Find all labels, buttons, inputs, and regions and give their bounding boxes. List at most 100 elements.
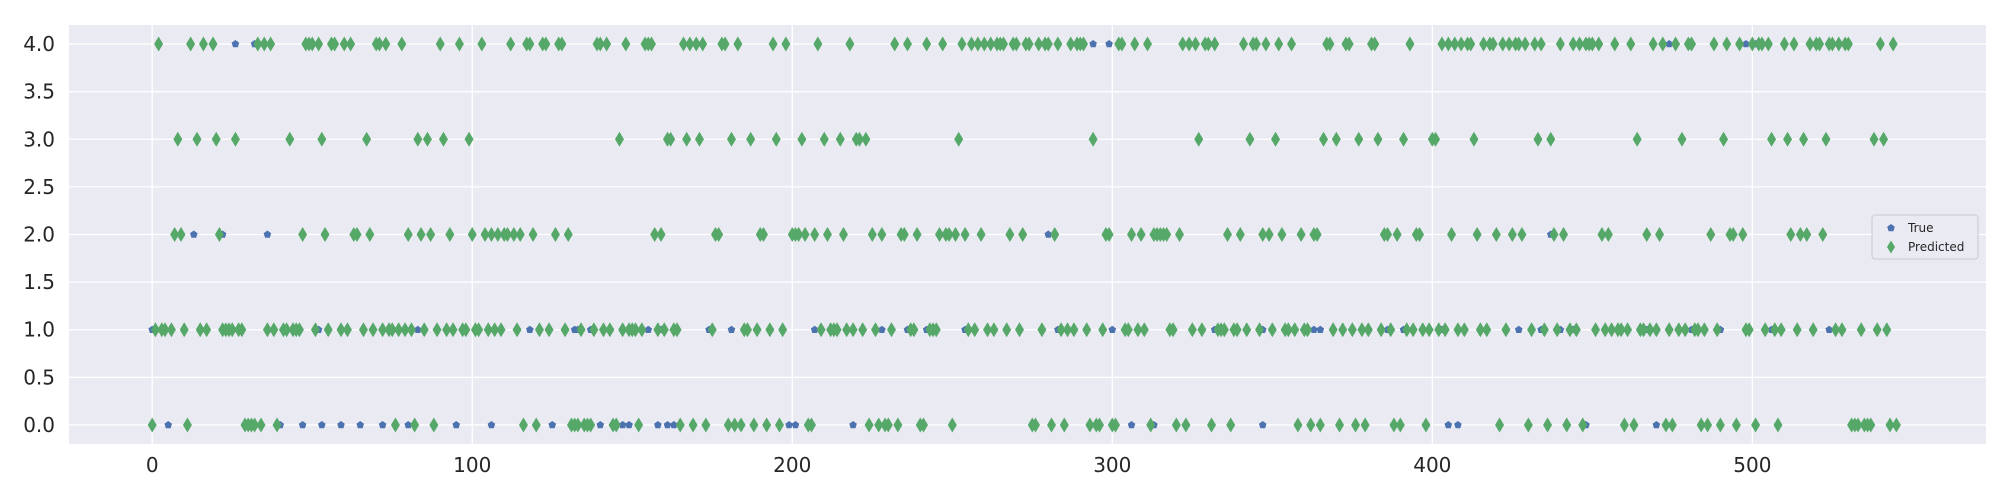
predicted-point bbox=[816, 322, 826, 338]
predicted-point bbox=[1136, 227, 1146, 242]
true-point bbox=[1454, 421, 1462, 429]
predicted-point bbox=[1555, 36, 1565, 52]
predicted-point bbox=[378, 322, 388, 338]
predicted-point bbox=[512, 322, 522, 338]
predicted-point bbox=[1447, 227, 1457, 242]
predicted-point bbox=[307, 36, 317, 52]
predicted-point bbox=[368, 322, 378, 338]
predicted-point bbox=[1197, 322, 1207, 338]
predicted-point bbox=[493, 227, 503, 242]
predicted-point bbox=[848, 322, 858, 338]
predicted-point bbox=[1293, 417, 1303, 433]
predicted-point bbox=[1712, 322, 1722, 338]
predicted-point bbox=[691, 36, 701, 52]
predicted-point bbox=[694, 131, 704, 147]
predicted-point bbox=[1437, 36, 1447, 52]
predicted-point bbox=[1687, 36, 1697, 52]
predicted-point bbox=[1271, 131, 1281, 147]
predicted-point bbox=[1344, 36, 1354, 52]
predicted-point bbox=[214, 227, 224, 242]
predicted-point bbox=[1517, 227, 1527, 242]
true-point bbox=[263, 230, 272, 238]
true-point bbox=[414, 325, 422, 333]
y-tick-label: 3.5 bbox=[23, 80, 55, 104]
predicted-point bbox=[944, 227, 954, 242]
true-point bbox=[1089, 40, 1097, 48]
predicted-point bbox=[797, 131, 807, 147]
legend-box bbox=[1871, 214, 1979, 260]
predicted-point bbox=[1498, 36, 1508, 52]
predicted-point bbox=[742, 322, 752, 338]
true-point bbox=[487, 421, 496, 429]
predicted-point bbox=[800, 227, 810, 242]
predicted-point bbox=[1744, 322, 1754, 338]
predicted-point bbox=[774, 417, 784, 433]
predicted-point bbox=[877, 227, 887, 242]
predicted-point bbox=[1415, 227, 1425, 242]
true-point bbox=[337, 421, 345, 429]
predicted-point bbox=[1792, 322, 1802, 338]
x-tick-label: 100 bbox=[453, 453, 491, 477]
predicted-point bbox=[314, 36, 324, 52]
true-point bbox=[548, 421, 557, 429]
predicted-point bbox=[1482, 322, 1492, 338]
predicted-point bbox=[1543, 417, 1553, 433]
predicted-point bbox=[147, 417, 157, 433]
predicted-point bbox=[1402, 322, 1412, 338]
y-tick-label: 3.0 bbox=[23, 127, 55, 151]
predicted-point bbox=[387, 322, 397, 338]
predicted-point bbox=[1546, 131, 1556, 147]
predicted-point bbox=[266, 36, 276, 52]
predicted-point bbox=[1296, 227, 1306, 242]
predicted-point bbox=[634, 417, 644, 433]
predicted-point bbox=[1037, 322, 1047, 338]
predicted-point bbox=[845, 36, 855, 52]
predicted-point bbox=[1127, 227, 1137, 242]
predicted-point bbox=[1677, 131, 1687, 147]
predicted-point bbox=[1315, 417, 1325, 433]
y-tick-label: 1.0 bbox=[23, 318, 55, 342]
y-tick-label: 4.0 bbox=[23, 32, 55, 56]
true-point bbox=[526, 325, 534, 333]
predicted-point bbox=[701, 417, 711, 433]
predicted-point bbox=[544, 322, 554, 338]
true-point bbox=[670, 421, 678, 429]
predicted-point bbox=[1523, 417, 1533, 433]
predicted-point bbox=[1815, 36, 1825, 52]
predicted-point bbox=[1869, 131, 1879, 147]
predicted-point bbox=[1799, 131, 1809, 147]
predicted-point bbox=[1571, 322, 1581, 338]
predicted-point bbox=[1363, 322, 1373, 338]
predicted-point bbox=[1063, 322, 1073, 338]
predicted-point bbox=[445, 227, 455, 242]
predicted-point bbox=[1389, 417, 1399, 433]
predicted-point bbox=[1808, 322, 1818, 338]
predicted-point bbox=[1207, 417, 1217, 433]
predicted-point bbox=[182, 417, 192, 433]
true-point bbox=[1742, 40, 1750, 48]
predicted-point bbox=[835, 131, 845, 147]
predicted-point bbox=[1738, 227, 1748, 242]
predicted-point bbox=[806, 417, 816, 433]
predicted-point bbox=[698, 36, 708, 52]
predicted-point bbox=[1818, 227, 1828, 242]
predicted-point bbox=[957, 36, 967, 52]
predicted-point bbox=[1479, 36, 1489, 52]
predicted-point bbox=[1837, 322, 1847, 338]
predicted-point bbox=[726, 131, 736, 147]
predicted-point bbox=[1024, 36, 1034, 52]
predicted-point bbox=[960, 227, 970, 242]
predicted-point bbox=[1735, 36, 1745, 52]
predicted-point bbox=[1408, 322, 1418, 338]
predicted-point bbox=[1351, 417, 1361, 433]
predicted-point bbox=[672, 322, 682, 338]
predicted-point bbox=[400, 322, 410, 338]
true-point bbox=[356, 421, 364, 429]
predicted-point bbox=[1347, 322, 1357, 338]
predicted-point bbox=[1431, 131, 1441, 147]
predicted-point bbox=[1875, 36, 1885, 52]
predicted-point bbox=[1879, 131, 1889, 147]
predicted-point bbox=[678, 36, 688, 52]
predicted-point bbox=[1357, 322, 1367, 338]
